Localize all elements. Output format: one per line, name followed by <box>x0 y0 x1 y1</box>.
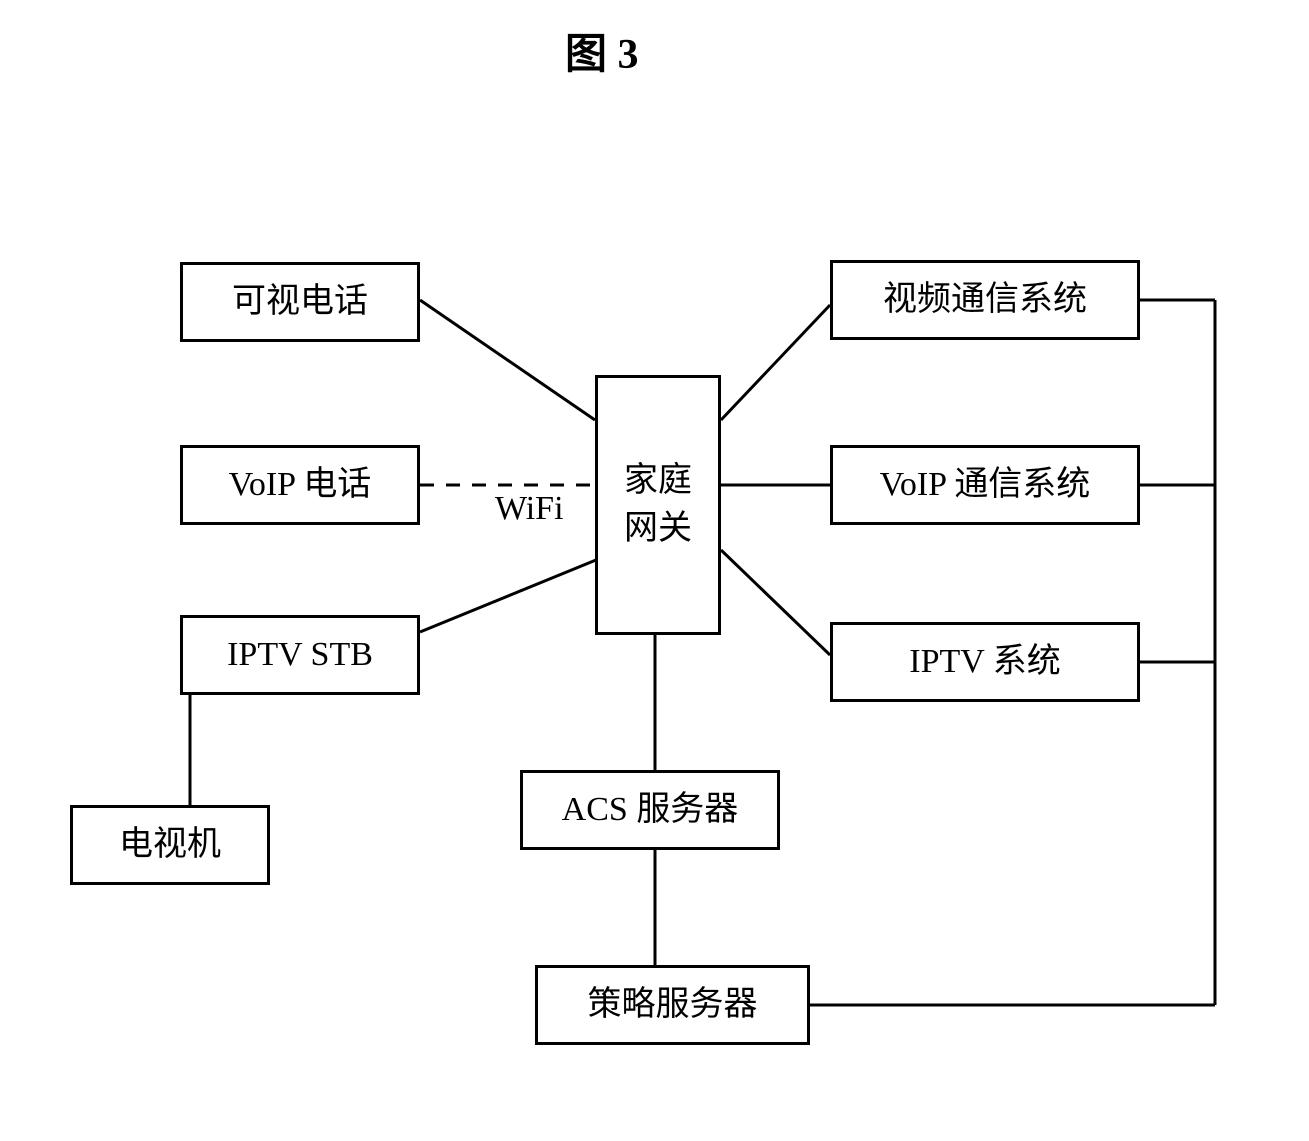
node-label: IPTV STB <box>227 631 373 679</box>
node-label: 电视机 <box>119 821 221 869</box>
node-label: IPTV 系统 <box>909 638 1060 686</box>
node-label: 策略服务器 <box>588 981 758 1029</box>
node-label: 家庭 网关 <box>624 457 692 552</box>
node-label: VoIP 电话 <box>229 461 372 509</box>
node-label: VoIP 通信系统 <box>880 461 1091 509</box>
node-policy-server: 策略服务器 <box>535 965 810 1045</box>
node-label: ACS 服务器 <box>562 786 739 834</box>
wifi-label: WiFi <box>495 490 564 528</box>
node-tv: 电视机 <box>70 805 270 885</box>
node-gateway: 家庭 网关 <box>595 375 721 635</box>
node-video-phone: 可视电话 <box>180 262 420 342</box>
node-label: 视频通信系统 <box>883 276 1087 324</box>
node-acs-server: ACS 服务器 <box>520 770 780 850</box>
node-iptv-stb: IPTV STB <box>180 615 420 695</box>
figure-title: 图 3 <box>565 20 639 81</box>
node-iptv-system: IPTV 系统 <box>830 622 1140 702</box>
network-diagram: 图 3 可视电话 VoIP 电话 IPTV STB 电视机 家庭 网关 视频通信… <box>0 0 1309 1141</box>
node-video-system: 视频通信系统 <box>830 260 1140 340</box>
node-voip-system: VoIP 通信系统 <box>830 445 1140 525</box>
node-voip-phone: VoIP 电话 <box>180 445 420 525</box>
node-label: 可视电话 <box>232 278 368 326</box>
